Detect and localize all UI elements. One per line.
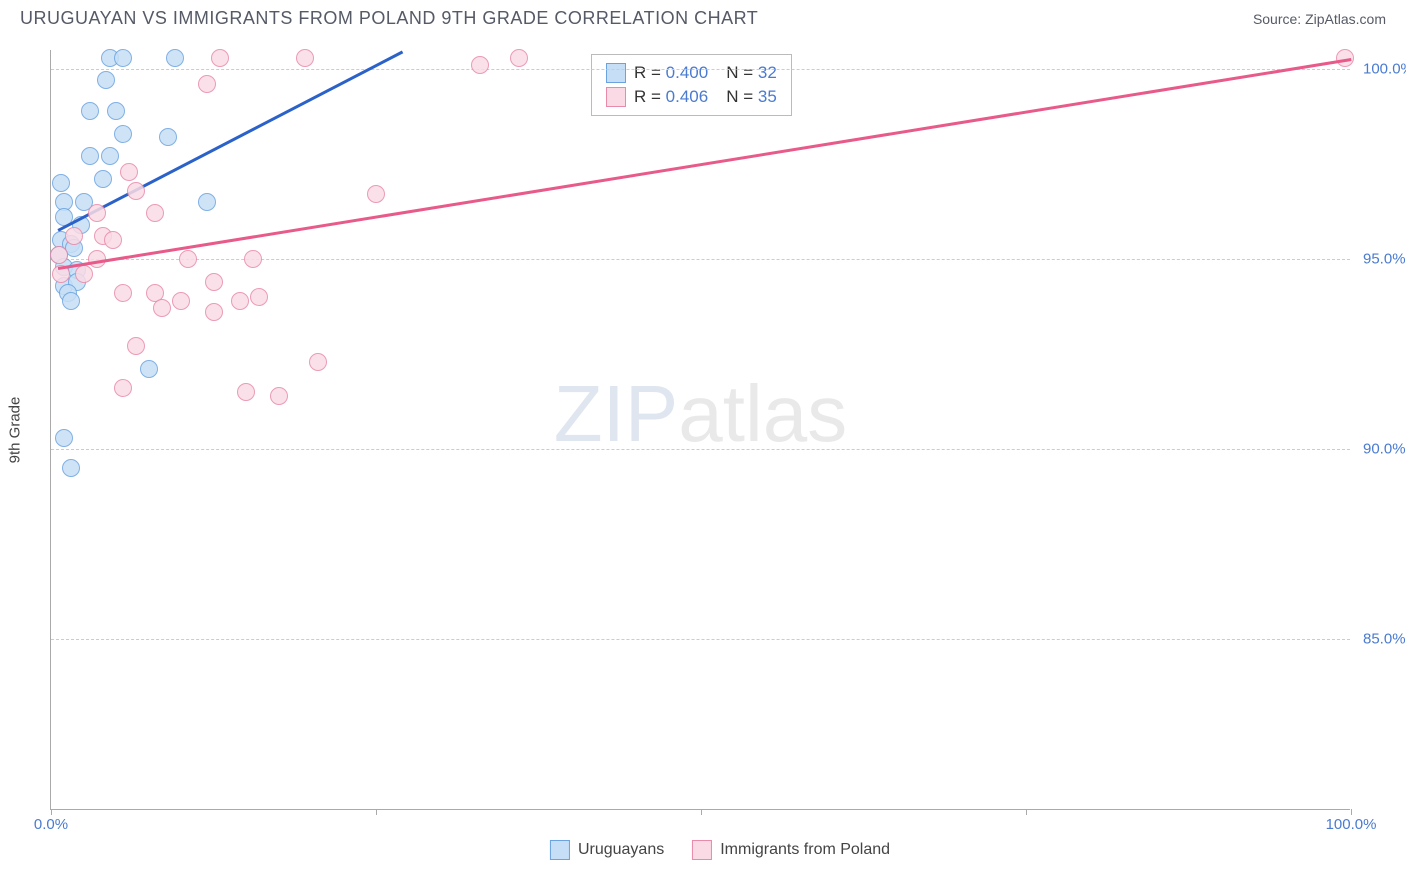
data-point xyxy=(52,174,70,192)
x-tick-label: 0.0% xyxy=(34,816,68,833)
data-point xyxy=(65,227,83,245)
data-point xyxy=(114,49,132,67)
series-legend-item: Uruguayans xyxy=(550,840,664,860)
data-point xyxy=(55,429,73,447)
data-point xyxy=(231,292,249,310)
series-legend: Uruguayans Immigrants from Poland xyxy=(550,840,890,860)
x-tick-mark xyxy=(1351,809,1352,815)
chart-area: 9th Grade ZIPatlas R = 0.400N = 32R = 0.… xyxy=(50,50,1390,830)
gridline xyxy=(51,69,1350,70)
legend-n-label: N = 35 xyxy=(726,87,777,107)
data-point xyxy=(127,337,145,355)
data-point xyxy=(198,193,216,211)
x-tick-mark xyxy=(701,809,702,815)
data-point xyxy=(250,288,268,306)
data-point xyxy=(88,204,106,222)
data-point xyxy=(244,250,262,268)
data-point xyxy=(127,182,145,200)
data-point xyxy=(114,284,132,302)
data-point xyxy=(211,49,229,67)
chart-title: URUGUAYAN VS IMMIGRANTS FROM POLAND 9TH … xyxy=(20,8,758,29)
data-point xyxy=(114,379,132,397)
y-tick-label: 90.0% xyxy=(1355,441,1406,458)
x-tick-mark xyxy=(1026,809,1027,815)
x-tick-mark xyxy=(376,809,377,815)
data-point xyxy=(114,125,132,143)
data-point xyxy=(81,102,99,120)
data-point xyxy=(296,49,314,67)
series-name: Immigrants from Poland xyxy=(720,841,890,859)
legend-swatch xyxy=(606,63,626,83)
data-point xyxy=(166,49,184,67)
legend-n-label: N = 32 xyxy=(726,63,777,83)
data-point xyxy=(205,303,223,321)
correlation-legend: R = 0.400 N = 32 R = 0.406 N = 35 xyxy=(591,54,792,116)
x-tick-label: 100.0% xyxy=(1326,816,1377,833)
data-point xyxy=(146,204,164,222)
data-point xyxy=(172,292,190,310)
data-point xyxy=(270,387,288,405)
data-point xyxy=(159,128,177,146)
legend-swatch xyxy=(692,840,712,860)
scatter-plot: 9th Grade ZIPatlas R = 0.400N = 32R = 0.… xyxy=(50,50,1350,810)
legend-row: R = 0.406 N = 35 xyxy=(606,85,777,109)
data-point xyxy=(94,170,112,188)
series-legend-item: Immigrants from Poland xyxy=(692,840,890,860)
data-point xyxy=(153,299,171,317)
data-point xyxy=(104,231,122,249)
data-point xyxy=(205,273,223,291)
data-point xyxy=(97,71,115,89)
data-point xyxy=(107,102,125,120)
data-point xyxy=(75,265,93,283)
data-point xyxy=(367,185,385,203)
data-point xyxy=(101,147,119,165)
legend-r-label: R = 0.400 xyxy=(634,63,708,83)
data-point xyxy=(179,250,197,268)
data-point xyxy=(50,246,68,264)
data-point xyxy=(510,49,528,67)
data-point xyxy=(198,75,216,93)
y-axis-label: 9th Grade xyxy=(7,396,24,463)
watermark: ZIPatlas xyxy=(554,368,847,460)
data-point xyxy=(140,360,158,378)
legend-swatch xyxy=(550,840,570,860)
series-name: Uruguayans xyxy=(578,841,664,859)
data-point xyxy=(81,147,99,165)
source-label: Source: ZipAtlas.com xyxy=(1253,11,1386,27)
gridline xyxy=(51,449,1350,450)
legend-row: R = 0.400 N = 32 xyxy=(606,61,777,85)
y-tick-label: 85.0% xyxy=(1355,631,1406,648)
y-tick-label: 95.0% xyxy=(1355,251,1406,268)
data-point xyxy=(62,459,80,477)
data-point xyxy=(120,163,138,181)
data-point xyxy=(237,383,255,401)
x-tick-mark xyxy=(51,809,52,815)
legend-r-label: R = 0.406 xyxy=(634,87,708,107)
y-tick-label: 100.0% xyxy=(1355,61,1406,78)
data-point xyxy=(309,353,327,371)
gridline xyxy=(51,639,1350,640)
legend-swatch xyxy=(606,87,626,107)
data-point xyxy=(471,56,489,74)
data-point xyxy=(62,292,80,310)
